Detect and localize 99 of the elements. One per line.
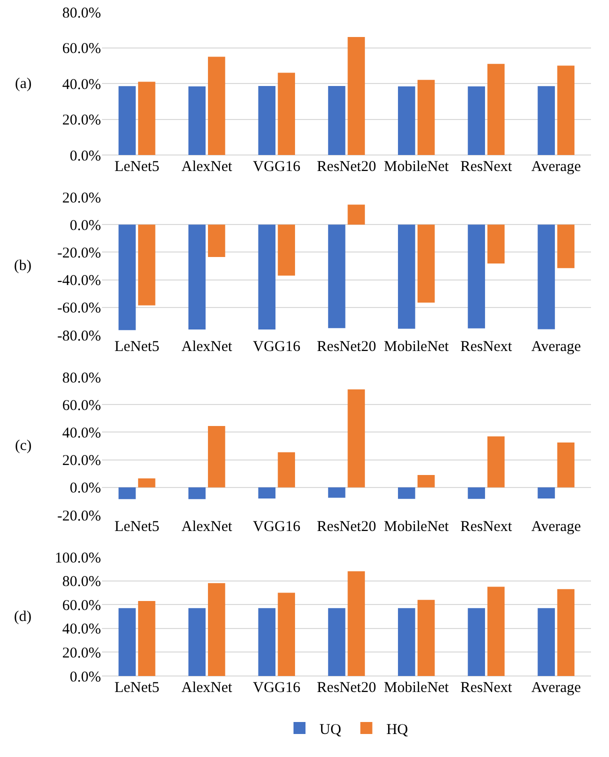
bar <box>258 86 276 155</box>
bar <box>138 601 156 676</box>
x-tick-label: Average <box>531 519 582 535</box>
y-tick-label: -20.0% <box>57 245 101 262</box>
x-tick-label: ResNet20 <box>316 519 376 535</box>
bar <box>538 608 555 676</box>
bar <box>118 86 136 155</box>
bar <box>188 86 206 155</box>
x-tick-label: LeNet5 <box>114 519 160 535</box>
x-tick-label: ResNet20 <box>316 680 376 696</box>
bar <box>278 592 296 676</box>
y-tick-label: 80.0% <box>62 5 101 22</box>
bar <box>328 86 346 155</box>
bar <box>118 608 136 676</box>
y-tick-label: 60.0% <box>62 398 101 414</box>
y-tick-label: 60.0% <box>62 41 101 57</box>
bar <box>468 487 486 499</box>
x-tick-label: MobileNet <box>384 680 450 696</box>
bar <box>328 487 346 498</box>
y-tick-label: 40.0% <box>62 76 101 93</box>
bar <box>138 82 156 155</box>
bar <box>538 86 555 155</box>
x-tick-label: VGG16 <box>252 339 301 355</box>
bar <box>278 72 296 155</box>
x-tick-label: VGG16 <box>252 159 301 175</box>
legend-label: UQ <box>320 722 342 738</box>
bar <box>398 608 416 676</box>
bar <box>188 487 206 500</box>
y-tick-label: -80.0% <box>57 328 101 344</box>
x-tick-label: LeNet5 <box>114 339 160 355</box>
bar <box>278 452 296 488</box>
bar <box>348 389 365 488</box>
y-tick-label: 0.0% <box>70 480 101 497</box>
bar <box>328 608 346 676</box>
x-tick-label: AlexNet <box>181 519 234 535</box>
x-tick-label: ResNet20 <box>316 159 376 175</box>
x-tick-label: AlexNet <box>181 339 234 355</box>
bar <box>138 478 156 488</box>
x-tick-label: LeNet5 <box>114 680 160 696</box>
bar <box>557 442 574 488</box>
bar <box>348 571 365 676</box>
y-tick-label: 40.0% <box>62 622 101 638</box>
bar <box>118 487 136 500</box>
legend-label: HQ <box>386 722 408 738</box>
x-tick-label: ResNext <box>460 680 513 696</box>
y-tick-label: -60.0% <box>57 300 101 317</box>
y-tick-label: 20.0% <box>62 112 101 128</box>
x-tick-label: VGG16 <box>252 680 301 696</box>
bar <box>418 600 435 676</box>
y-axis-title: (c) <box>15 438 32 454</box>
y-tick-label: 80.0% <box>62 370 101 386</box>
y-axis-title: (d) <box>14 609 32 625</box>
y-tick-label: -40.0% <box>57 273 101 290</box>
bar <box>348 37 365 155</box>
x-tick-label: Average <box>531 680 582 696</box>
bar <box>398 86 416 155</box>
y-axis-title: (a) <box>15 76 32 92</box>
x-tick-label: Average <box>531 159 582 175</box>
x-tick-label: MobileNet <box>384 519 450 535</box>
y-tick-label: 0.0% <box>70 669 101 686</box>
x-tick-label: LeNet5 <box>114 159 160 175</box>
bar <box>487 436 505 488</box>
bar <box>188 608 206 676</box>
y-tick-label: 0.0% <box>70 148 101 164</box>
bar <box>208 56 226 155</box>
bar <box>468 608 486 676</box>
bar <box>398 487 416 499</box>
y-tick-label: 0.0% <box>70 218 101 234</box>
bar <box>208 426 226 488</box>
bar <box>258 608 276 676</box>
bar <box>208 583 226 676</box>
x-tick-label: AlexNet <box>181 159 234 175</box>
bar <box>487 586 505 676</box>
bar <box>557 66 574 155</box>
x-tick-label: AlexNet <box>181 680 234 696</box>
x-tick-label: ResNext <box>460 159 513 175</box>
bar <box>468 86 486 155</box>
x-tick-label: ResNet20 <box>316 339 376 355</box>
y-axis-title: (b) <box>14 258 32 274</box>
y-tick-label: 20.0% <box>62 453 101 470</box>
y-tick-label: -20.0% <box>57 508 101 524</box>
bar <box>557 589 574 676</box>
x-tick-label: VGG16 <box>252 519 301 535</box>
bar <box>487 64 505 155</box>
bar <box>418 474 435 488</box>
y-tick-label: 60.0% <box>62 598 101 614</box>
x-tick-label: ResNext <box>460 339 513 355</box>
x-tick-label: Average <box>531 339 582 355</box>
x-tick-label: ResNext <box>460 519 513 535</box>
y-tick-label: 20.0% <box>62 645 101 662</box>
bar <box>258 487 276 498</box>
bar <box>538 487 555 498</box>
y-tick-label: 80.0% <box>62 574 101 590</box>
bar <box>418 80 435 155</box>
x-tick-label: MobileNet <box>384 339 450 355</box>
y-tick-label: 40.0% <box>62 425 101 442</box>
y-tick-label: 100.0% <box>54 550 101 566</box>
y-tick-label: 20.0% <box>62 190 101 206</box>
x-tick-label: MobileNet <box>384 159 450 175</box>
